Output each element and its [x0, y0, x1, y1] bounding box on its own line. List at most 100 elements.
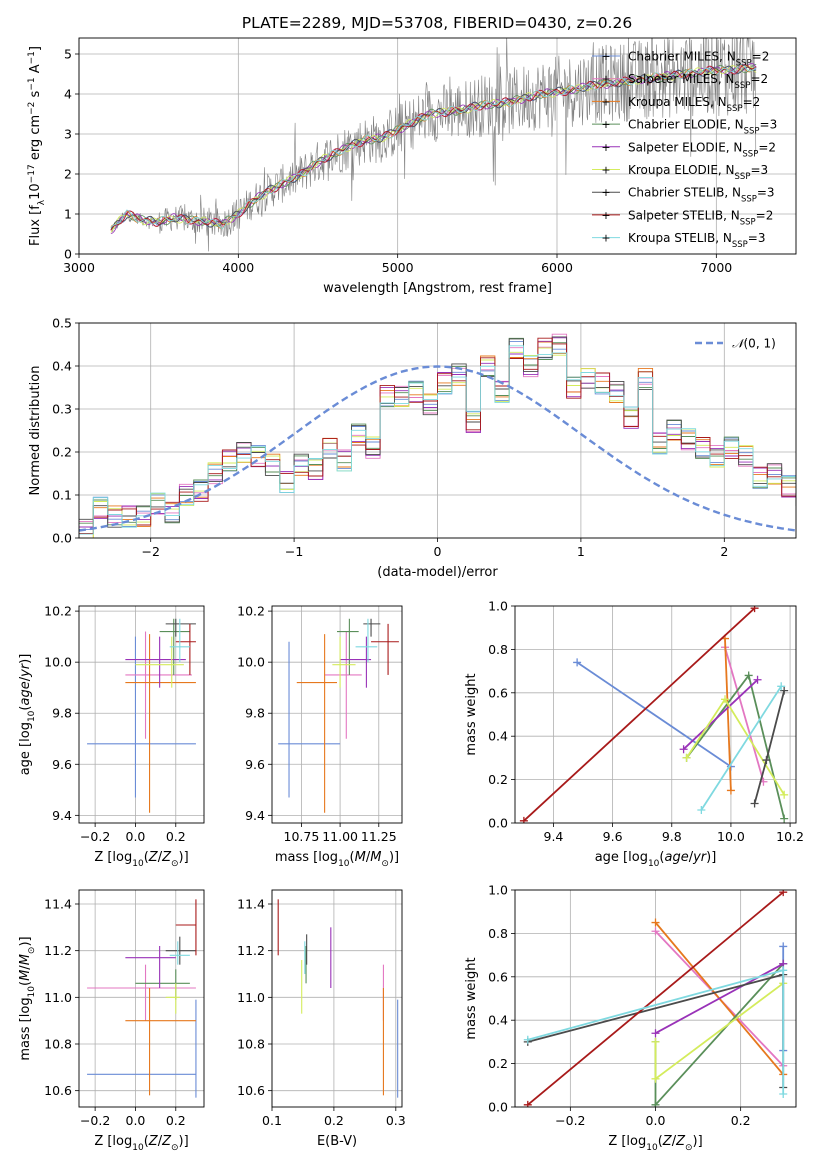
y-tick-label: 9.8 — [245, 706, 265, 721]
series-marker — [779, 942, 788, 951]
y-axis-label: Normed distribution — [28, 366, 43, 496]
errorbar-point — [125, 634, 196, 813]
plot-area — [278, 618, 399, 813]
x-axis-label: wavelength [Angstrom, rest frame] — [323, 281, 552, 296]
errorbar-point — [125, 631, 192, 739]
x-tick-label: 7000 — [700, 260, 732, 275]
x-tick-label: −2 — [141, 544, 159, 559]
series-marker — [573, 658, 582, 667]
y-tick-label: 0.0 — [52, 531, 72, 546]
x-tick-label: 4000 — [222, 260, 254, 275]
y-tick-label: 0 — [64, 247, 72, 262]
errorbar-point — [125, 946, 176, 988]
series-marker — [780, 790, 789, 799]
hist-kroupa-stelib — [79, 345, 796, 535]
series-marker — [779, 890, 788, 897]
plot-area — [87, 899, 197, 1098]
series-marker — [777, 682, 786, 691]
y-tick-label: 11.4 — [237, 897, 265, 912]
series-marker — [651, 1037, 660, 1046]
errorbar-point — [125, 988, 196, 1096]
y-tick-label: 0.2 — [488, 772, 508, 787]
legend-marker: + — [601, 73, 610, 86]
y-tick-label: 10.0 — [44, 655, 72, 670]
errorbar-point — [340, 636, 372, 688]
legend-label: Kroupa STELIB, NSSP=3 — [628, 231, 766, 250]
y-axis-label: Flux [fλ10−17 erg cm−2 s−1 A−1] — [27, 46, 47, 246]
y-tick-label: 10.0 — [237, 655, 265, 670]
series-marker — [651, 927, 660, 936]
x-axis-label: Z [log10(Z/Z⊙)] — [94, 850, 188, 869]
series-marker — [523, 1100, 532, 1107]
errorbar-point — [332, 636, 356, 688]
x-tick-label: 0.2 — [166, 829, 186, 844]
x-tick-label: 6000 — [541, 260, 573, 275]
legend-label: Kroupa ELODIE, NSSP=3 — [628, 163, 768, 182]
series-marker — [679, 745, 688, 754]
axes-frame — [78, 605, 205, 824]
series-chabrier-miles — [576, 661, 732, 768]
series-marker — [779, 1089, 788, 1098]
y-tick-label: 11.2 — [237, 943, 265, 958]
plot-area — [523, 890, 788, 1107]
y-tick-label: 9.6 — [245, 757, 265, 772]
errorbar-point — [165, 618, 196, 637]
panel-massweight-vs-age: 9.4 9.6 9.8 10.0 10.2 0.0 0.2 0.4 0.6 0.8 1.0 age [… — [464, 599, 804, 870]
errorbar-point — [324, 631, 362, 739]
x-tick-label: 5000 — [382, 260, 414, 275]
legend-marker: + — [601, 50, 610, 63]
figure-title: PLATE=2289, MJD=53708, FIBERID=0430, z=0… — [242, 14, 632, 32]
errorbar-point — [87, 636, 196, 798]
x-tick-label: 0.0 — [126, 829, 146, 844]
plot-area — [87, 618, 196, 813]
errorbar-point — [125, 636, 186, 688]
y-axis-label: mass [log10(M/M⊙)] — [18, 936, 37, 1060]
errorbar-point — [169, 618, 190, 663]
y-tick-label: 10.8 — [44, 1037, 72, 1052]
x-axis-label: (data-model)/error — [377, 565, 498, 580]
y-tick-label: 10.6 — [237, 1083, 265, 1098]
x-tick-label: 3000 — [63, 260, 95, 275]
legend-marker: + — [601, 232, 610, 245]
x-tick-label: 11.25 — [361, 829, 397, 844]
legend-marker: + — [601, 141, 610, 154]
y-tick-label: 0.4 — [52, 359, 72, 374]
x-tick-label: 10.75 — [284, 829, 320, 844]
y-tick-label: 0.0 — [488, 816, 508, 831]
series-marker — [523, 1035, 532, 1044]
series-marker — [750, 799, 759, 808]
plot-area — [519, 606, 789, 823]
series-marker — [780, 686, 789, 695]
legend-label: 𝒩(0, 1) — [732, 337, 776, 351]
x-axis-label: Z [log10(Z/Z⊙)] — [608, 1134, 702, 1153]
y-tick-label: 1.0 — [488, 883, 508, 898]
errorbar-point — [135, 969, 190, 1000]
y-tick-label: 9.4 — [52, 808, 72, 823]
panel-age-vs-Z: −0.2 0.0 0.2 9.4 9.6 9.8 10.0 10.2 Z [log10(Z/Z⊙… — [18, 604, 205, 869]
y-tick-label: 11.0 — [237, 990, 265, 1005]
legend-marker: + — [601, 209, 610, 222]
y-tick-label: 10.2 — [237, 604, 265, 619]
series-marker — [651, 1100, 660, 1107]
y-tick-label: 11.2 — [44, 943, 72, 958]
hist-salpeter-stelib — [79, 337, 796, 534]
series-marker — [697, 805, 706, 814]
x-axis-label: mass [log10(M/M⊙)] — [275, 850, 399, 869]
x-tick-label: 10.0 — [717, 829, 745, 844]
model-kroupa-miles — [110, 64, 757, 230]
y-tick-label: 3 — [64, 127, 72, 142]
x-tick-label: 0.3 — [386, 1113, 406, 1128]
x-tick-label: 9.6 — [603, 829, 623, 844]
axes-frame — [78, 889, 205, 1108]
legend-label: Salpeter STELIB, NSSP=2 — [628, 208, 773, 227]
y-tick-label: 1 — [64, 207, 72, 222]
y-tick-label: 4 — [64, 87, 72, 102]
panel-mass-vs-Z: −0.2 0.0 0.2 10.6 10.8 11.0 11.2 11.4 Z [log10(Z… — [18, 889, 205, 1153]
errorbar-point — [337, 618, 359, 675]
x-tick-label: −0.2 — [80, 1113, 110, 1128]
errorbar-point — [87, 999, 197, 1098]
y-tick-label: 0.2 — [52, 445, 72, 460]
gaussian-curve — [79, 365, 796, 532]
x-axis-label: Z [log10(Z/Z⊙)] — [94, 1134, 188, 1153]
